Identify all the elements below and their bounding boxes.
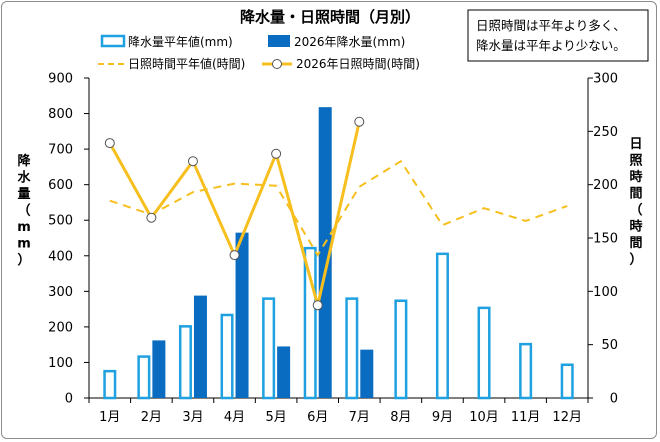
legend: 降水量平年値(mm) 2026年降水量(mm) 日照時間平年値(時間) 2026… [98,34,420,71]
y-axis-title-right-char: 時 [629,219,642,235]
bar-2026-precip [235,232,249,398]
x-tick-label: 6月 [307,410,328,425]
y-axis-title-left-char: （ [17,203,30,219]
y-axis-title-right-char: 間 [629,187,642,202]
legend-swatch-2026-precip [268,35,290,47]
line-normal-sunshine [109,159,568,257]
x-tick-label: 7月 [349,410,370,425]
y-tick-label-right: 300 [593,72,618,87]
bar-normal-precip [560,363,574,400]
y-tick-label-left: 400 [48,249,73,264]
point-2026-sunshine [354,116,365,127]
legend-label-normal-sun: 日照時間平年値(時間) [128,56,245,71]
y-tick-label-right: 100 [593,285,618,300]
bar-2026-precip [193,295,207,398]
bar-normal-precip [394,299,408,400]
x-tick-label: 3月 [182,410,203,425]
bar-2026-precip [152,340,166,398]
y-tick-label-right: 150 [593,232,618,247]
x-tick-label: 5月 [265,410,286,425]
point-2026-sunshine [271,148,282,159]
x-tick-label: 1月 [99,410,120,425]
x-tick-label: 11月 [511,410,541,425]
y-axis-title-right-char: （ [629,202,642,218]
x-tick-label: 12月 [552,410,582,425]
point-2026-sunshine [187,156,198,167]
y-axis-title-left-char: m [17,237,31,252]
y-tick-label-left: 100 [48,356,73,371]
plot-area: 0 100 200 300 400 500 600 700 800 900 0 50 100 150 200… [17,72,642,426]
bar-normal-precip [435,252,449,400]
note-line-1: 日照時間は平年より多く、 [476,18,626,33]
x-tick-label: 4月 [224,410,245,425]
y-tick-label-left: 600 [48,178,73,193]
y-tick-label-left: 700 [48,143,73,158]
bar-normal-precip [303,246,317,400]
bar-normal-precip [345,297,359,400]
y-tick-label-left: 300 [48,285,73,300]
bar-normal-precip [477,306,491,400]
y-axis-title-right-char: 時 [629,169,642,185]
legend-label-2026-precip: 2026年降水量(mm) [294,35,405,49]
point-2026-sunshine [104,138,115,149]
y-tick-label-left: 800 [48,107,73,122]
y-axis-title-left-char: ） [17,252,30,268]
bar-2026-precip [360,349,374,398]
x-tick-label: 10月 [469,410,499,425]
y-axis-title-right-char: ） [629,252,642,268]
y-tick-label-left: 0 [65,392,73,407]
x-tick-label: 8月 [390,410,411,425]
x-tick-label: 9月 [432,410,453,425]
bar-normal-precip [519,342,533,400]
y-tick-label-right: 0 [610,392,618,407]
note-box: 日照時間は平年より多く、 降水量は平年より少ない。 [467,9,649,62]
x-tick-label: 2月 [141,410,162,425]
chart-title: 降水量・日照時間（月別） [240,8,420,26]
point-2026-sunshine [146,212,157,223]
note-line-2: 降水量は平年より少ない。 [476,38,626,53]
legend-label-2026-sun: 2026年日照時間(時間) [296,57,420,71]
y-tick-label-left: 900 [48,72,73,87]
bar-normal-precip [178,325,192,400]
y-axis-title-left-char: 降 [17,153,31,169]
y-tick-label-right: 50 [601,338,618,353]
y-tick-label-left: 500 [48,214,73,229]
bar-normal-precip [137,355,151,400]
y-axis-title-left-char: m [17,220,31,235]
y-axis-title-left-char: 水 [17,170,31,186]
y-tick-label-right: 200 [593,178,618,193]
y-axis-title-left-char: 量 [17,187,30,202]
y-axis-title-right-char: 間 [629,236,642,251]
point-2026-sunshine [312,300,323,311]
bar-2026-precip [318,107,332,399]
y-tick-label-left: 200 [48,320,73,335]
legend-marker-2026-sun [272,59,282,69]
legend-swatch-normal-precip [100,34,126,48]
y-tick-label-right: 250 [593,125,618,140]
legend-label-normal-precip: 降水量平年値(mm) [128,34,233,49]
y-axis-title-right-char: 照 [629,154,642,169]
bar-normal-precip [103,369,117,400]
bar-normal-precip [220,313,234,400]
point-2026-sunshine [229,250,240,261]
y-axis-title-right-char: 日 [629,137,642,152]
bar-normal-precip [262,297,276,400]
bar-2026-precip [277,346,291,398]
